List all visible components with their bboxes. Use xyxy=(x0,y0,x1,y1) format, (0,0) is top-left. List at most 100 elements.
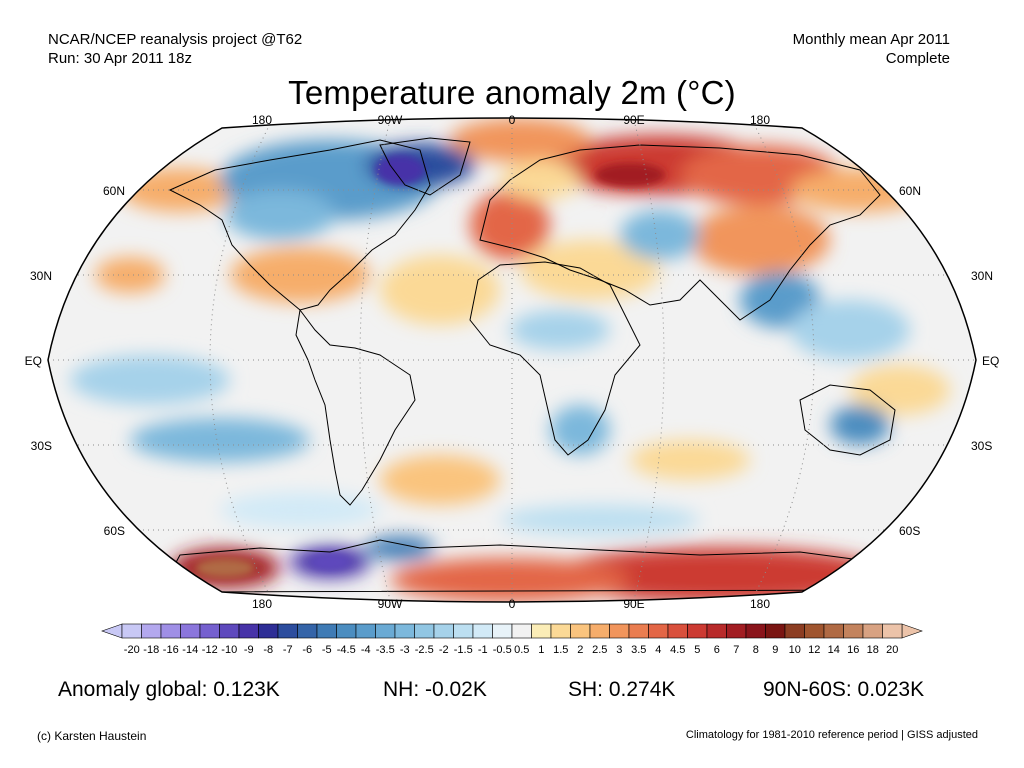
colorbar-box xyxy=(862,623,883,639)
colorbar-box xyxy=(297,623,318,639)
colorbar-box xyxy=(258,623,279,639)
header-left: NCAR/NCEP reanalysis project @T62 Run: 3… xyxy=(48,30,302,68)
model-run-label: NCAR/NCEP reanalysis project @T62 xyxy=(48,31,303,48)
graticule xyxy=(48,118,976,602)
colorbar-box xyxy=(511,623,532,639)
lat-label-left: 30N xyxy=(30,269,52,283)
lon-label-top: 180 xyxy=(252,113,272,127)
colorbar-box xyxy=(804,623,825,639)
map-border xyxy=(47,117,977,603)
colorbar-tick-label: 5 xyxy=(694,644,700,656)
colorbar-tick-label: 8 xyxy=(753,644,759,656)
map-field xyxy=(48,118,976,602)
colorbar-tick-label: 1 xyxy=(538,644,544,656)
lat-labels-right: 60N 30N EQ 30S 60S xyxy=(899,184,999,538)
colorbar-tick-label: -4 xyxy=(361,644,371,656)
colorbar-tick-label: 16 xyxy=(847,644,859,656)
colorbar-tick-label: -7 xyxy=(283,644,293,656)
colorbar-tick-label: -2 xyxy=(439,644,449,656)
map-title: Temperature anomaly 2m (°C) xyxy=(288,74,736,111)
lon-label-top: 0 xyxy=(509,113,516,127)
colorbar-tick-label: 10 xyxy=(789,644,801,656)
copyright-label: (c) Karsten Haustein xyxy=(37,729,147,743)
colorbar-box xyxy=(648,623,669,639)
colorbar-tick-label: 18 xyxy=(867,644,879,656)
colorbar-box xyxy=(706,623,727,639)
colorbar-tick-label: -9 xyxy=(244,644,254,656)
colorbar-tick-label: 3.5 xyxy=(631,644,646,656)
colorbar-tick-label: -20 xyxy=(124,644,140,656)
colorbar-tick-label: 1.5 xyxy=(553,644,568,656)
colorbar-box xyxy=(336,623,357,639)
colorbar-box xyxy=(882,623,903,639)
lat-label-right: EQ xyxy=(982,354,999,368)
colorbar-box xyxy=(570,623,591,639)
lat-label-left: 60S xyxy=(104,524,125,538)
climatology-note: Climatology for 1981-2010 reference peri… xyxy=(685,729,978,741)
colorbar-box xyxy=(355,623,376,639)
colorbar-tick-label: 14 xyxy=(828,644,840,656)
lon-label-bottom: 180 xyxy=(750,597,770,611)
lon-labels-top: 180 90W 0 90E 180 xyxy=(252,113,770,127)
lat-label-left: 30S xyxy=(31,439,52,453)
colorbar-tick-label: 4 xyxy=(655,644,661,656)
colorbar-box xyxy=(765,623,786,639)
colorbar-tick-label: -3 xyxy=(400,644,410,656)
colorbar-box xyxy=(414,623,435,639)
lon-label-bottom: 180 xyxy=(252,597,272,611)
colorbar-tick-label: -5 xyxy=(322,644,332,656)
colorbar-box xyxy=(219,623,240,639)
colorbar-box xyxy=(433,623,454,639)
stat-sh-anomaly: SH: 0.274K xyxy=(568,678,676,701)
colorbar-box xyxy=(589,623,610,639)
colorbar-box xyxy=(628,623,649,639)
colorbar-box xyxy=(472,623,493,639)
lat-label-right: 60S xyxy=(899,524,920,538)
lon-label-top: 90E xyxy=(623,113,644,127)
colorbar-box xyxy=(121,623,142,639)
colorbar-tick-label: 2 xyxy=(577,644,583,656)
lon-labels-bottom: 180 90W 0 90E 180 xyxy=(252,597,770,611)
colorbar-tick-label: 7 xyxy=(733,644,739,656)
colorbar-tick-label: 4.5 xyxy=(670,644,685,656)
colorbar-box xyxy=(277,623,298,639)
lat-labels-left: 60N 30N EQ 30S 60S xyxy=(25,184,125,538)
colorbar-box xyxy=(141,623,162,639)
colorbar-box xyxy=(160,623,181,639)
colorbar-high-arrow xyxy=(901,623,923,639)
colorbar-box xyxy=(823,623,844,639)
colorbar-tick-label: -12 xyxy=(202,644,218,656)
colorbar-box xyxy=(453,623,474,639)
colorbar-tick-label: -4.5 xyxy=(337,644,356,656)
colorbar-tick-label: -1 xyxy=(478,644,488,656)
colorbar-box xyxy=(687,623,708,639)
status-label: Complete xyxy=(885,50,950,67)
colorbar-box xyxy=(394,623,415,639)
colorbar-tick-label: 12 xyxy=(808,644,820,656)
colorbar-box xyxy=(784,623,805,639)
colorbar-tick-label: -14 xyxy=(182,644,198,656)
lon-label-bottom: 90W xyxy=(378,597,403,611)
colorbar-box xyxy=(843,623,864,639)
lat-label-left: EQ xyxy=(25,354,42,368)
colorbar-tick-label: 9 xyxy=(772,644,778,656)
colorbar-tick-label: -6 xyxy=(302,644,312,656)
colorbar-tick-label: -1.5 xyxy=(454,644,473,656)
colorbar-tick-label: 3 xyxy=(616,644,622,656)
colorbar-box xyxy=(316,623,337,639)
colorbar-tick-label: -18 xyxy=(143,644,159,656)
colorbar-box xyxy=(492,623,513,639)
colorbar-box xyxy=(745,623,766,639)
stat-global-anomaly: Anomaly global: 0.123K xyxy=(58,678,280,701)
colorbar-tick-label: -2.5 xyxy=(415,644,434,656)
colorbar-box xyxy=(726,623,747,639)
colorbar-low-arrow xyxy=(101,623,123,639)
lat-label-right: 30N xyxy=(971,269,993,283)
lat-label-left: 60N xyxy=(103,184,125,198)
colorbar-tick-label: -16 xyxy=(163,644,179,656)
lon-label-top: 180 xyxy=(750,113,770,127)
colorbar-box xyxy=(375,623,396,639)
colorbar-tick-label: -10 xyxy=(221,644,237,656)
lat-label-right: 30S xyxy=(971,439,992,453)
colorbar-tick-label: 20 xyxy=(886,644,898,656)
